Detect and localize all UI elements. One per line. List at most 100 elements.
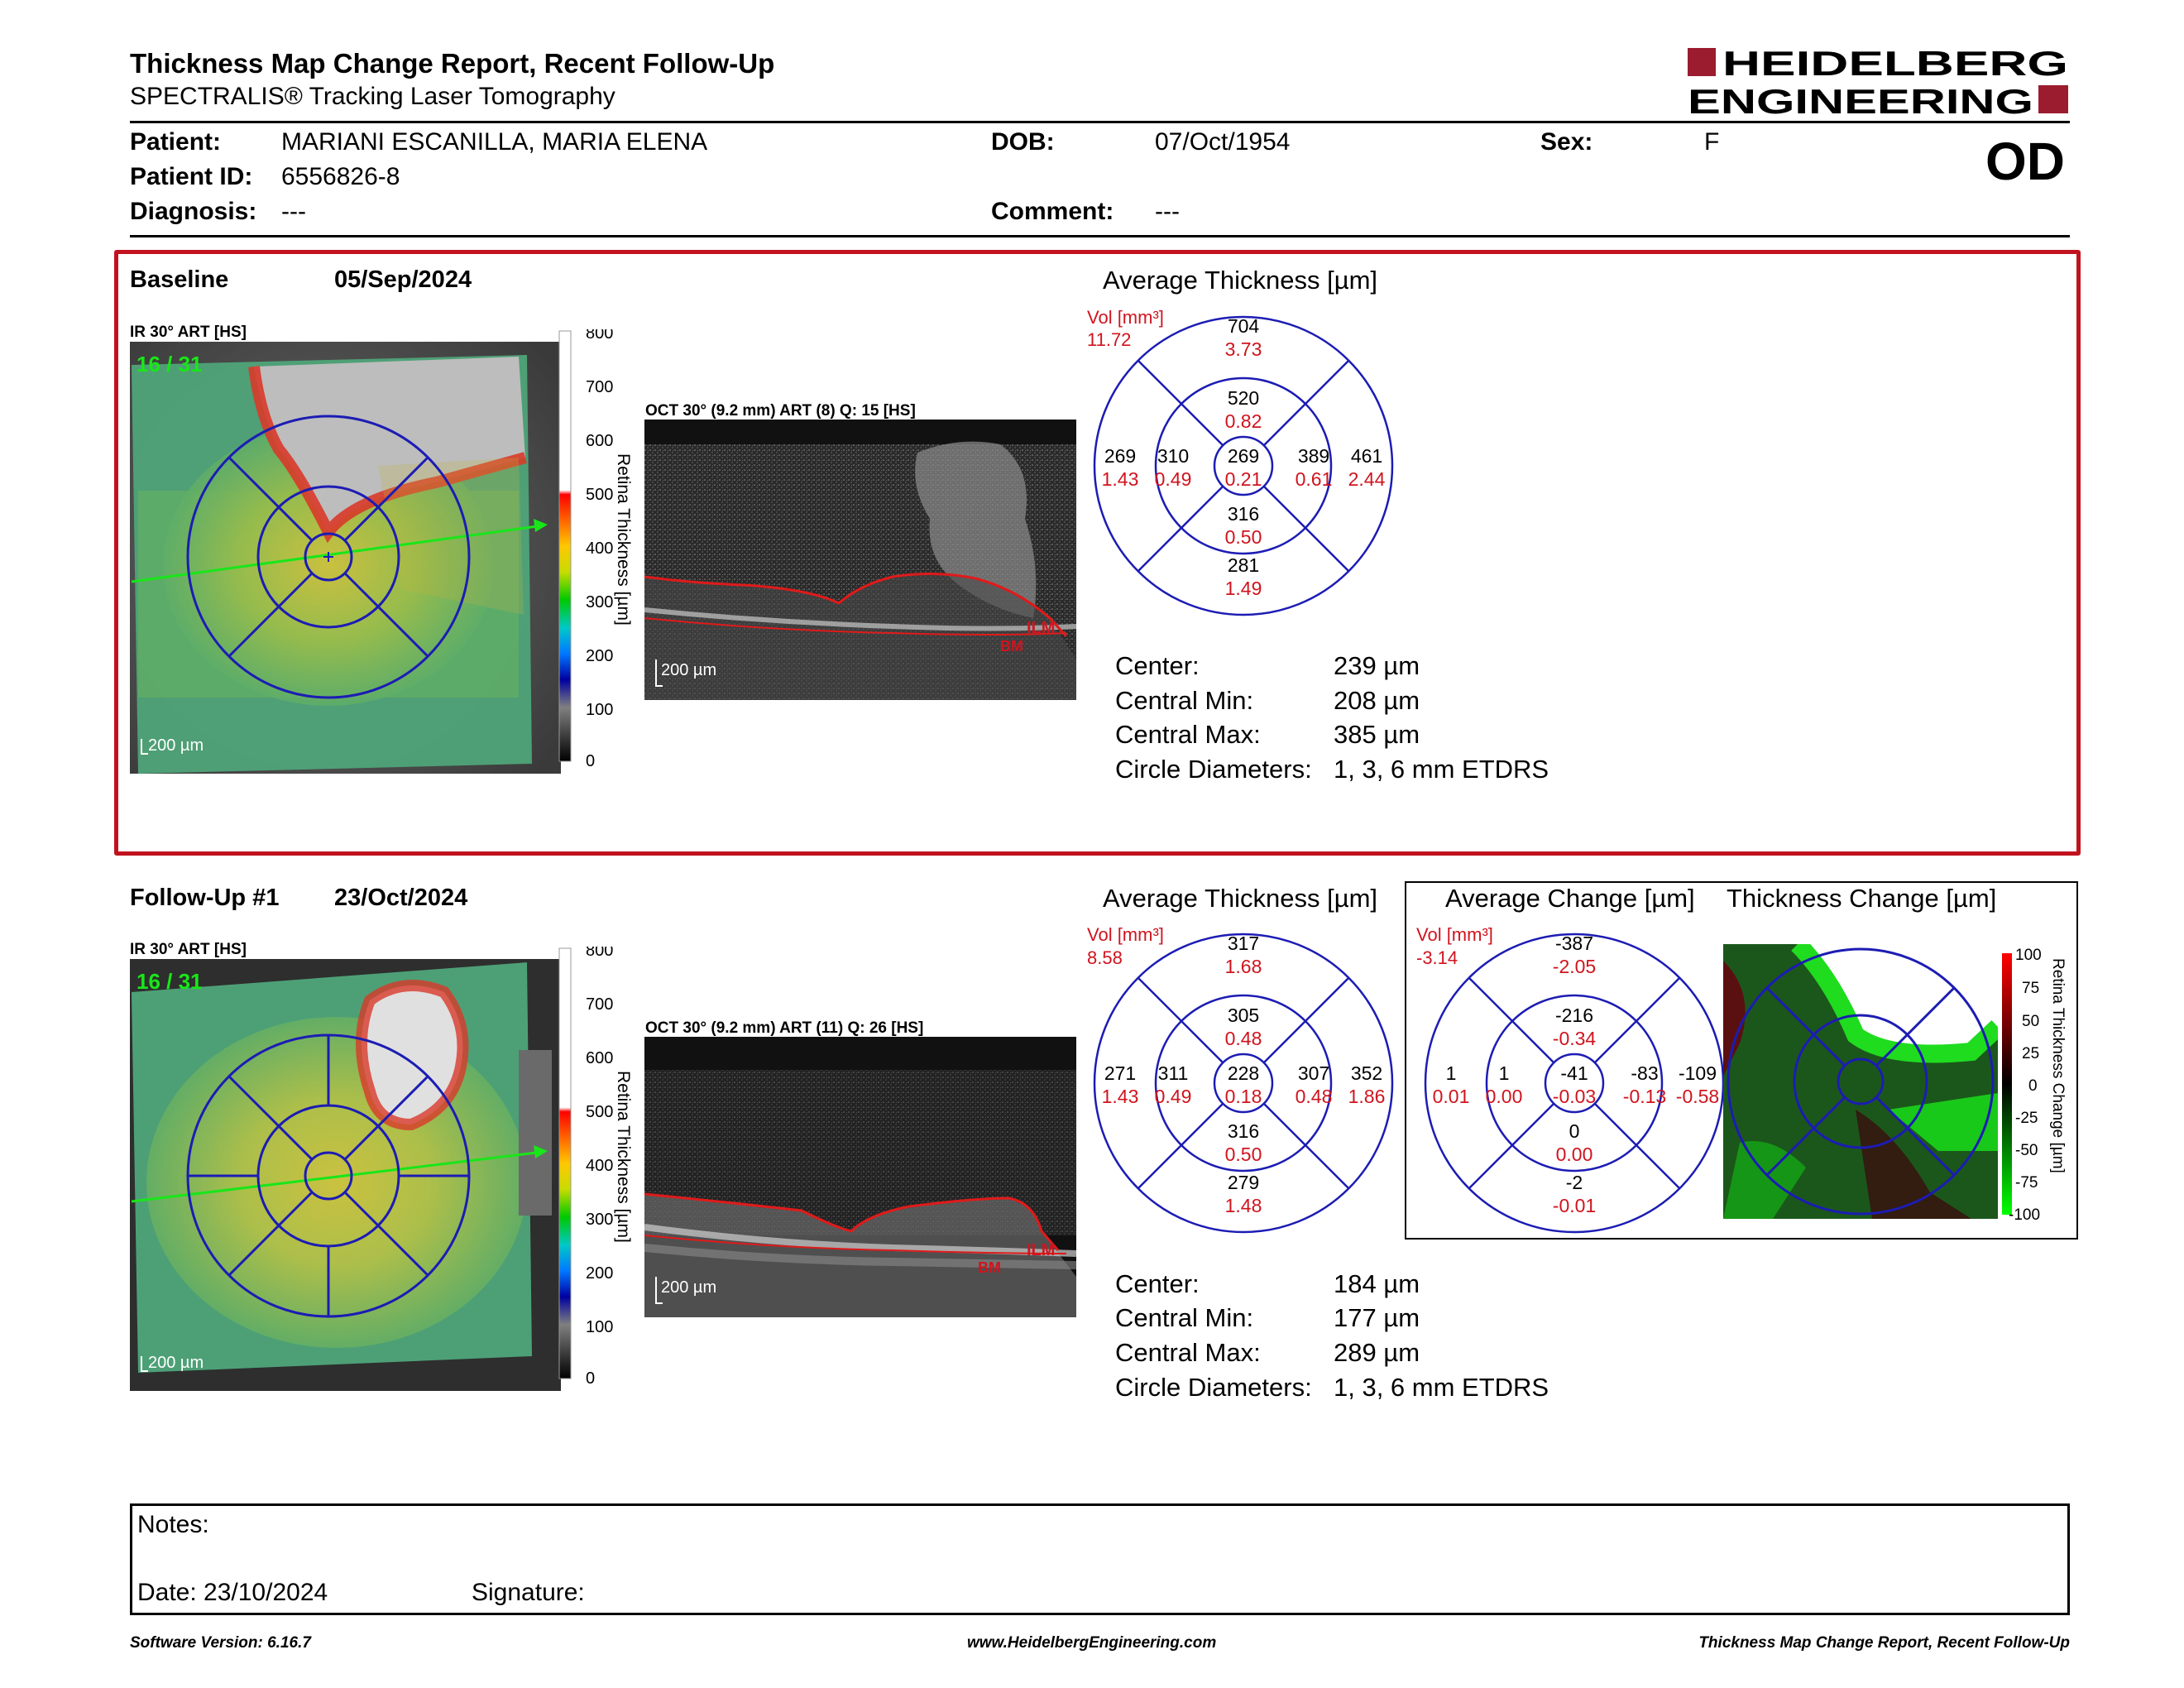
sector-outer_inferior-thickness: -2 — [1566, 1172, 1583, 1193]
notes-box[interactable]: Notes: Date: 23/10/2024 Signature: — [130, 1503, 2070, 1615]
sector-inner_superior-volume: 0.82 — [1225, 410, 1262, 432]
report-title: Thickness Map Change Report, Recent Foll… — [130, 48, 775, 79]
sector-outer_temporal-thickness: 269 — [1104, 445, 1136, 467]
svg-text:200: 200 — [586, 1264, 613, 1283]
footer-report-name: Thickness Map Change Report, Recent Foll… — [1698, 1634, 2070, 1652]
logo-text-1: HEIDELBERG — [1722, 46, 2068, 83]
etdrs-center-ring — [1544, 1053, 1605, 1114]
sector-inner_temporal-volume: 0.49 — [1155, 1086, 1192, 1107]
baseline-max-label: Central Max: — [1115, 720, 1261, 749]
svg-text:400: 400 — [586, 1157, 613, 1175]
sector-outer_superior-volume: 3.73 — [1225, 338, 1262, 360]
sector-inner_nasal-thickness: 307 — [1298, 1062, 1329, 1084]
sector-inner_superior-thickness: 520 — [1228, 387, 1259, 409]
baseline-oct-label: OCT 30° (9.2 mm) ART (8) Q: 15 [HS] — [645, 402, 916, 420]
svg-text:800: 800 — [586, 947, 613, 960]
sector-inner_inferior-thickness: 316 — [1228, 1120, 1259, 1142]
svg-text:0: 0 — [2028, 1077, 2038, 1095]
baseline-ir-label: IR 30° ART [HS] — [130, 324, 247, 341]
etdrs-divider-2 — [1262, 1102, 1350, 1190]
baseline-frame-counter: 16 / 31 — [136, 352, 203, 376]
svg-text:200: 200 — [586, 647, 613, 665]
notes-signature: Signature: — [472, 1579, 585, 1606]
logo-text-2: ENGINEERING — [1688, 82, 2033, 117]
footer-software-version: Software Version: 6.16.7 — [130, 1634, 311, 1652]
logo-square-top — [1688, 48, 1716, 76]
sector-outer_inferior-thickness: 279 — [1228, 1172, 1259, 1193]
svg-text:300: 300 — [586, 1211, 613, 1229]
sector-inner_superior-thickness: 305 — [1228, 1005, 1259, 1026]
sector-outer_inferior-volume: 1.48 — [1225, 1195, 1262, 1216]
etdrs-center-ring — [1213, 435, 1274, 496]
etdrs-divider-1 — [1137, 976, 1224, 1064]
followup-max-label: Central Max: — [1115, 1338, 1261, 1367]
sector-inner_superior-thickness: -216 — [1555, 1005, 1593, 1026]
followup-oct-ilm: ILM — [1027, 1241, 1055, 1259]
etdrs-middle-ring — [1485, 994, 1664, 1172]
etdrs-outer-ring — [1093, 315, 1394, 616]
sector-inner_superior-volume: -0.34 — [1553, 1028, 1597, 1049]
patient-id: 6556826-8 — [281, 163, 400, 190]
patient-label: Patient: — [130, 128, 222, 156]
svg-text:600: 600 — [586, 1049, 613, 1067]
followup-oct-label: OCT 30° (9.2 mm) ART (11) Q: 26 [HS] — [645, 1019, 924, 1037]
sex-label: Sex: — [1540, 128, 1593, 156]
baseline-etdrs-grid: 2690.215200.823160.503100.493890.617043.… — [1093, 315, 1394, 616]
etdrs-divider-3 — [1468, 1102, 1555, 1190]
etdrs-divider-2 — [1593, 1102, 1681, 1190]
followup-label: Follow-Up #1 — [130, 885, 280, 911]
baseline-label: Baseline — [130, 266, 229, 293]
followup-vol-label: Vol [mm³] — [1087, 924, 1164, 945]
svg-text:-75: -75 — [2015, 1174, 2038, 1192]
etdrs-middle-ring — [1154, 994, 1333, 1172]
patient-id-label: Patient ID: — [130, 163, 253, 190]
followup-date: 23/Oct/2024 — [334, 885, 468, 911]
followup-min-value: 177 µm — [1334, 1303, 1420, 1332]
thickness-change-title: Thickness Change [µm] — [1727, 884, 1997, 913]
followup-etdrs-grid: 2280.183050.483160.503110.493070.483171.… — [1093, 933, 1394, 1234]
baseline-vol-value: 11.72 — [1087, 329, 1132, 350]
sector-center-volume: -0.03 — [1553, 1086, 1596, 1107]
sector-inner_nasal-volume: -0.13 — [1623, 1086, 1666, 1107]
sector-inner_nasal-volume: 0.48 — [1296, 1086, 1333, 1107]
diagnosis-value: --- — [281, 198, 306, 225]
sector-outer_temporal-volume: 1.43 — [1102, 468, 1139, 490]
followup-oct-scale: 200 µm — [661, 1278, 716, 1297]
patient-name: MARIANI ESCANILLA, MARIA ELENA — [281, 128, 708, 156]
change-vol-value: -3.14 — [1416, 947, 1458, 968]
baseline-colorbar: 800 700 600 500 400 300 200 100 0 Retina… — [558, 329, 633, 770]
sector-inner_nasal-volume: 0.61 — [1296, 468, 1333, 490]
sector-inner_inferior-thickness: 316 — [1228, 503, 1259, 525]
svg-text:-50: -50 — [2015, 1142, 2038, 1159]
svg-text:500: 500 — [586, 486, 613, 504]
followup-colorbar-title: Retina Thickness [µm] — [614, 1071, 633, 1243]
svg-text:100: 100 — [586, 1318, 613, 1336]
sector-outer_nasal-volume: 2.44 — [1348, 468, 1386, 490]
sector-outer_inferior-volume: -0.01 — [1553, 1195, 1596, 1216]
baseline-avg-title: Average Thickness [µm] — [1103, 266, 1378, 295]
followup-center-label: Center: — [1115, 1269, 1200, 1298]
notes-date: Date: 23/10/2024 — [137, 1579, 328, 1606]
etdrs-divider-1 — [1137, 359, 1224, 447]
etdrs-divider-3 — [1137, 1102, 1224, 1190]
baseline-colorbar-title: Retina Thickness [µm] — [614, 453, 633, 626]
sex-value: F — [1704, 128, 1720, 156]
dob-value: 07/Oct/1954 — [1155, 128, 1291, 156]
baseline-oct-scan: ILM BM 200 µm — [644, 420, 1076, 700]
followup-min-label: Central Min: — [1115, 1303, 1254, 1332]
thickness-change-map — [1723, 944, 1998, 1219]
baseline-date: 05/Sep/2024 — [334, 266, 472, 293]
svg-text:800: 800 — [586, 329, 613, 343]
comment-value: --- — [1155, 198, 1180, 225]
sector-inner_inferior-volume: 0.50 — [1225, 526, 1262, 548]
etdrs-divider-3 — [1137, 485, 1224, 573]
baseline-center-label: Center: — [1115, 651, 1200, 680]
sector-inner_temporal-volume: 0.49 — [1155, 468, 1192, 490]
svg-text:600: 600 — [586, 432, 613, 450]
footer-website[interactable]: www.HeidelbergEngineering.com — [967, 1634, 1217, 1652]
followup-ir-map: 16 / 31 200 µm — [130, 959, 561, 1391]
baseline-diam-label: Circle Diameters: — [1115, 755, 1312, 784]
baseline-center-value: 239 µm — [1334, 651, 1420, 680]
sector-inner_nasal-thickness: 389 — [1298, 445, 1329, 467]
followup-ir-label: IR 30° ART [HS] — [130, 941, 247, 958]
